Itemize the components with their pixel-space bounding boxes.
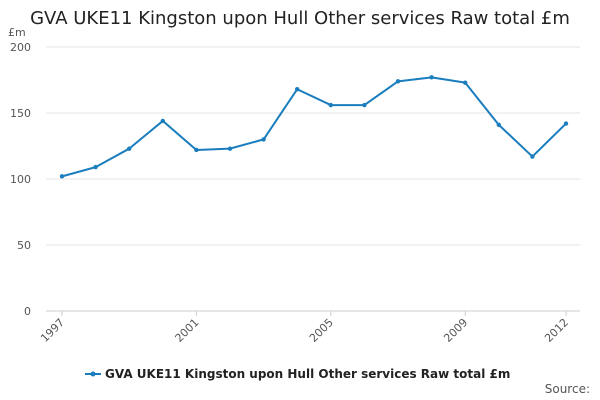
data-point-1998 — [93, 164, 98, 170]
x-tick-label: 2012 — [542, 316, 571, 345]
data-point-2008 — [429, 75, 434, 80]
data-point-2001 — [194, 147, 199, 153]
data-point-2007 — [395, 79, 401, 84]
x-tick-label: 2005 — [307, 316, 336, 345]
gridlines — [46, 46, 580, 312]
y-tick-label: 50 — [17, 239, 31, 252]
y-tick-label: 0 — [24, 305, 31, 318]
source-label: Source: — [544, 382, 590, 396]
legend-point-marker — [90, 371, 96, 377]
data-point-2004 — [295, 87, 300, 92]
data-point-2005 — [328, 102, 333, 108]
data-point-2002 — [227, 146, 233, 151]
data-point-2000 — [160, 118, 165, 124]
data-point-1999 — [127, 146, 132, 151]
x-tick-label: 2009 — [441, 316, 470, 345]
y-tick-label: 150 — [10, 107, 31, 120]
y-axis-unit-label: £m — [8, 26, 26, 39]
series-line — [61, 76, 567, 178]
data-point-2009 — [463, 80, 468, 85]
data-point-2011 — [530, 154, 535, 159]
axes: 0 50 100 150 200 1997 2001 2005 2009 2012 — [10, 41, 571, 345]
y-tick-label: 100 — [10, 173, 31, 186]
data-point-1997 — [59, 174, 65, 179]
data-point-2012 — [563, 121, 569, 126]
legend: GVA UKE11 Kingston upon Hull Other servi… — [85, 367, 510, 381]
data-point-2006 — [362, 102, 367, 108]
x-tick-label: 2001 — [173, 316, 202, 345]
y-tick-label: 200 — [10, 41, 31, 54]
data-point-2003 — [261, 137, 266, 142]
series-layer — [59, 75, 569, 179]
data-point-2010 — [496, 122, 501, 128]
chart-title: GVA UKE11 Kingston upon Hull Other servi… — [30, 8, 570, 29]
x-tick-label: 1997 — [38, 316, 67, 345]
legend-label: GVA UKE11 Kingston upon Hull Other servi… — [105, 367, 510, 381]
